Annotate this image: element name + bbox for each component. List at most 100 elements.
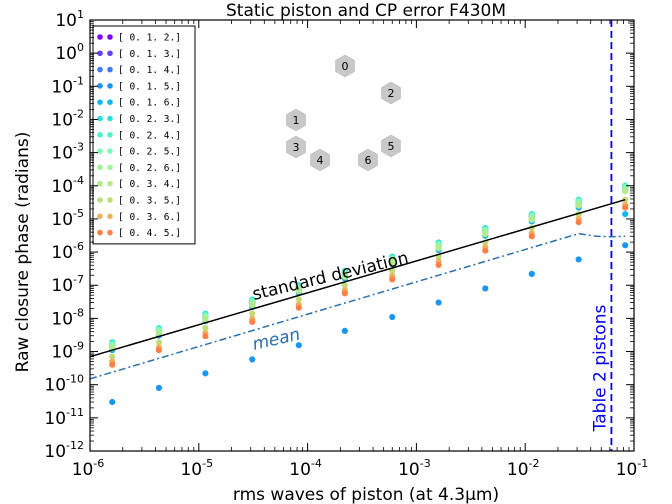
- x-tick-label: 10-4: [289, 457, 322, 480]
- aperture-hexagon-label-1: 1: [293, 114, 300, 127]
- data-point-series-3: [109, 398, 116, 406]
- legend-label-8: [ 0. 2. 6.]: [118, 163, 181, 174]
- y-tick-label: 10-6: [51, 240, 84, 263]
- legend-marker-8: [107, 164, 113, 171]
- data-point-series-9: [202, 316, 209, 323]
- y-axis-label: Raw closure phase (radians): [13, 132, 33, 373]
- legend-label-1: [ 0. 1. 3.]: [118, 49, 181, 60]
- data-point-series-12: [575, 219, 582, 226]
- data-point-series-12: [155, 347, 163, 354]
- y-tick-label: 100: [55, 41, 84, 64]
- x-tick-label: 10-5: [180, 457, 213, 480]
- y-tick-label: 10-3: [51, 141, 84, 164]
- legend-label-4: [ 0. 1. 6.]: [118, 98, 181, 109]
- data-point-series-9: [341, 273, 348, 280]
- legend-marker-2: [97, 66, 103, 73]
- data-point-series-3: [295, 342, 302, 349]
- legend-marker-9: [107, 180, 113, 187]
- data-point-series-12: [109, 361, 116, 368]
- aperture-hexagon-label-5: 5: [388, 140, 395, 153]
- data-point-series-10: [341, 282, 348, 289]
- data-point-series-3: [435, 299, 442, 306]
- aperture-hexagon-3: [286, 135, 306, 159]
- y-tick-label: 10-8: [51, 306, 84, 329]
- y-tick-label: 101: [55, 8, 84, 31]
- plot-frame: [89, 19, 635, 452]
- data-point-series-12: [622, 204, 629, 211]
- legend-label-2: [ 0. 1. 4.]: [118, 65, 181, 76]
- legend: [ 0. 1. 2.] [ 0. 1. 3.] [ 0. 1. 4.] [ 0. 1.…: [92, 25, 196, 245]
- data-point-series-10: [249, 310, 256, 317]
- legend-label-10: [ 0. 3. 5.]: [118, 196, 181, 207]
- aperture-hexagon-5: [381, 134, 401, 158]
- legend-marker-5: [107, 115, 113, 122]
- data-point-series-10: [295, 296, 302, 303]
- data-point-series-3: [155, 384, 163, 392]
- data-point-series-3: [528, 270, 535, 277]
- axes: 10-6 10-5 10-4 10-3 10-2 10-110-1210-1110-101…: [44, 8, 648, 480]
- data-point-series-10: [622, 196, 629, 203]
- legend-marker-11: [107, 213, 113, 220]
- legend-label-9: [ 0. 3. 4.]: [118, 179, 181, 190]
- data-point-series-12: [435, 261, 442, 269]
- legend-label-0: [ 0. 1. 2.]: [118, 33, 181, 44]
- legend-marker-1: [97, 50, 103, 57]
- mean-line: [89, 232, 626, 380]
- aperture-hexagon-label-0: 0: [342, 60, 349, 73]
- legend-marker-3: [107, 83, 113, 89]
- x-tick-label: 10-1: [616, 457, 649, 480]
- aperture-hexagon-1: [286, 108, 306, 132]
- legend-label-5: [ 0. 2. 3.]: [118, 114, 181, 125]
- legend-label-11: [ 0. 3. 6.]: [118, 212, 181, 223]
- table2-vline-label: Table 2 pistons: [590, 305, 610, 433]
- y-tick-label: 10-10: [44, 373, 84, 396]
- legend-marker-10: [97, 197, 103, 203]
- data-point-series-10: [109, 353, 116, 360]
- data-point-series-9: [389, 259, 396, 266]
- data-point-series-12: [341, 290, 348, 297]
- data-point-series-9: [622, 188, 629, 195]
- x-tick-label: 10-2: [507, 457, 540, 480]
- aperture-hexagon-layer: 0 2 1 3 5 4 6: [286, 54, 401, 172]
- legend-marker-7: [107, 148, 113, 154]
- data-point-series-12: [528, 233, 535, 240]
- y-tick-label: 10-5: [51, 207, 84, 230]
- data-point-series-3: [482, 285, 489, 292]
- x-axis-label: rms waves of piston (at 4.3μm): [233, 485, 499, 504]
- std-deviation-line: [89, 198, 626, 358]
- x-tick-label: 10-3: [398, 457, 431, 480]
- aperture-hexagon-4: [310, 148, 330, 172]
- legend-marker-12: [107, 229, 113, 236]
- data-point-series-9: [528, 216, 535, 223]
- data-point-series-9: [482, 230, 489, 238]
- chart-title: Static piston and CP error F430M: [226, 1, 506, 21]
- legend-label-3: [ 0. 1. 5.]: [118, 81, 181, 92]
- legend-marker-0: [97, 34, 103, 40]
- x-tick-label: 10-6: [72, 457, 105, 480]
- legend-marker-12: [97, 229, 103, 236]
- data-point-series-3: [249, 356, 256, 363]
- data-point-series-10: [389, 267, 396, 275]
- legend-marker-0: [107, 34, 113, 40]
- legend-marker-8: [97, 164, 103, 171]
- legend-marker-5: [97, 115, 103, 122]
- data-point-series-12: [389, 276, 396, 283]
- data-point-series-3: [202, 370, 209, 377]
- y-tick-label: 10-4: [51, 174, 84, 197]
- y-tick-label: 10-12: [44, 439, 84, 462]
- data-point-series-9: [575, 202, 582, 209]
- aperture-hexagon-2: [381, 81, 401, 105]
- legend-marker-11: [97, 213, 103, 220]
- data-point-series-12: [202, 333, 209, 340]
- legend-label-7: [ 0. 2. 5.]: [118, 147, 181, 158]
- legend-marker-4: [107, 99, 113, 105]
- data-point-series-9: [249, 302, 256, 309]
- y-tick-label: 10-7: [51, 273, 84, 296]
- data-point-series-10: [155, 339, 163, 346]
- legend-marker-3: [97, 83, 103, 89]
- data-point-series-4: [622, 210, 629, 218]
- aperture-hexagon-label-6: 6: [365, 154, 372, 167]
- data-point-series-3: [341, 327, 348, 334]
- legend-marker-6: [97, 132, 103, 138]
